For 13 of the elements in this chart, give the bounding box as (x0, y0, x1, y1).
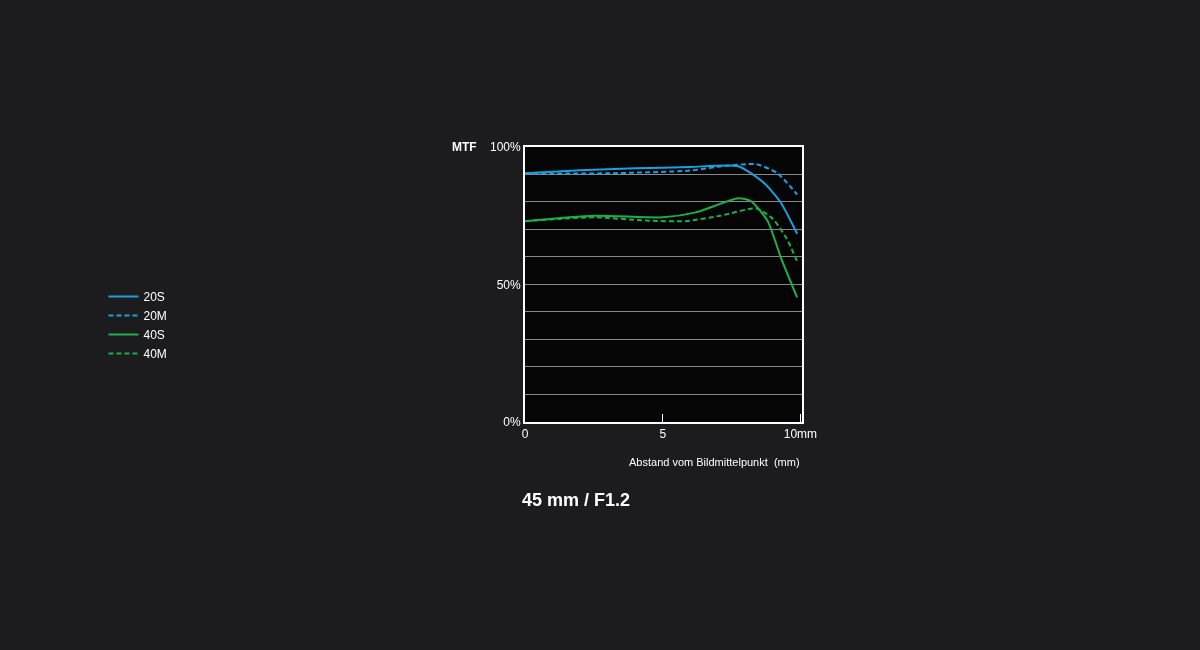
text: 45 mm / F1.2 (521, 489, 631, 510)
y-tick-label: 50% (496, 277, 522, 292)
y-axis-title: MTF (452, 140, 477, 154)
y-tick-label: 0% (503, 415, 522, 430)
legend-label: 40S (143, 328, 165, 343)
y-tick-label: 100% (489, 140, 522, 155)
x-tick-label: 0 (521, 427, 529, 442)
x-tick-label: 10mm (783, 427, 818, 442)
x-tick-label: 5 (659, 427, 667, 442)
x-axis-title: Abstand vom Bildmittelpunkt (mm) (629, 456, 800, 468)
legend-label: 20S (143, 290, 165, 305)
legend-label: 40M (143, 347, 167, 362)
legend-label: 20M (143, 309, 167, 324)
